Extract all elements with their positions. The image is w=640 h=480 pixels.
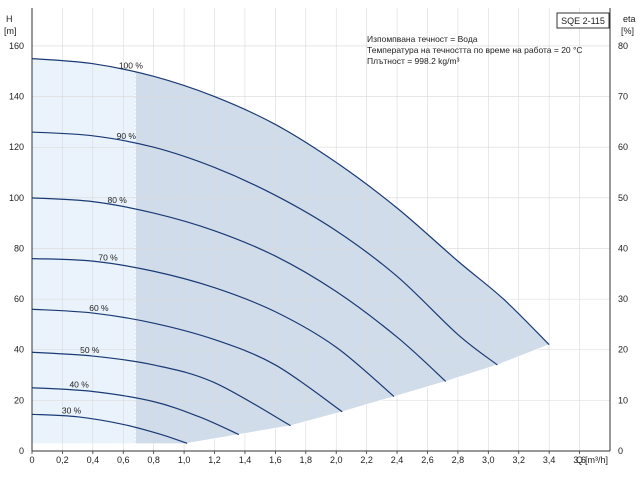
x-tick-label: 0,2: [56, 455, 69, 465]
y-axis-left-label-unit: [m]: [4, 26, 17, 36]
curve-label: 100 %: [119, 61, 144, 71]
info-line-temperature: Температура на течността по време на раб…: [367, 45, 583, 55]
y-right-tick-label: 10: [618, 395, 628, 405]
title-box-label: SQE 2-115: [561, 16, 605, 26]
y-left-tick-label: 20: [14, 395, 24, 405]
y-right-tick-label: 60: [618, 142, 628, 152]
x-tick-label: 3,6: [573, 455, 586, 465]
x-axis-label-unit: [m³/h]: [585, 455, 608, 465]
y-axis-right-label-unit: [%]: [621, 26, 634, 36]
x-tick-label: 0,4: [87, 455, 100, 465]
performance-curves: [31, 58, 550, 444]
x-tick-label: 2,8: [452, 455, 465, 465]
curve-label: 80 %: [107, 195, 127, 205]
curve-80-pct: [31, 197, 447, 382]
curve-30-pct: [31, 413, 188, 444]
axes: [31, 8, 611, 452]
x-tick-label: 3,0: [482, 455, 495, 465]
light-shade-area: [32, 58, 136, 451]
x-tick-label: 2,0: [330, 455, 343, 465]
curve-40-pct: [31, 387, 240, 436]
curve-100-pct: [31, 58, 550, 346]
y-right-tick-label: 20: [618, 345, 628, 355]
x-tick-label: 2,6: [421, 455, 434, 465]
x-tick-label: 0,6: [117, 455, 130, 465]
y-left-tick-label: 60: [14, 294, 24, 304]
curve-50-pct: [31, 351, 291, 427]
x-tick-label: 1,2: [208, 455, 221, 465]
x-tick-label: 1,8: [300, 455, 313, 465]
y-left-tick-label: 140: [9, 92, 24, 102]
x-tick-label: 1,6: [269, 455, 282, 465]
info-line-fluid: Изпомпвана течност = Вода: [367, 34, 478, 44]
y-left-tick-label: 100: [9, 193, 24, 203]
y-left-tick-label: 0: [19, 446, 24, 456]
x-tick-label: 3,4: [543, 455, 556, 465]
curve-label: 60 %: [89, 303, 109, 313]
x-axis-label-symbol: Q: [576, 455, 583, 465]
curve-label: 70 %: [98, 253, 118, 263]
x-tick-label: 0,8: [147, 455, 160, 465]
tick-labels: 0 0,2 0,4 0,6 0,8 1,0 1,2 1,4 1,6 1,8 2,0 2,2 2,4 2,6…: [9, 41, 628, 465]
title-box: [556, 12, 610, 29]
x-tick-label: 2,4: [391, 455, 404, 465]
curve-label: 40 %: [69, 380, 89, 390]
curve-labels: 100 % 90 % 80 % 70 % 60 % 50 % 40 % 30 %: [62, 61, 143, 416]
y-axis-left-label-symbol: H: [6, 14, 13, 24]
curve-90-pct: [31, 131, 498, 366]
curve-60-pct: [31, 308, 343, 413]
x-tick-label: 1,4: [239, 455, 252, 465]
y-right-tick-label: 40: [618, 243, 628, 253]
operating-limit-line: [187, 344, 550, 444]
curve-label: 50 %: [80, 345, 100, 355]
x-tick-label: 3,2: [512, 455, 525, 465]
y-left-tick-label: 40: [14, 345, 24, 355]
y-right-tick-label: 0: [618, 446, 623, 456]
curve-label: 90 %: [117, 131, 137, 141]
info-line-density: Плътност = 998.2 kg/m³: [367, 56, 460, 66]
y-right-tick-label: 30: [618, 294, 628, 304]
curve-label: 30 %: [62, 405, 82, 415]
y-left-tick-label: 80: [14, 243, 24, 253]
x-tick-label: 1,0: [178, 455, 191, 465]
operating-area-shading: [32, 58, 550, 451]
y-right-tick-label: 50: [618, 193, 628, 203]
y-left-tick-label: 160: [9, 41, 24, 51]
curve-70-pct: [31, 258, 395, 398]
y-right-tick-label: 80: [618, 41, 628, 51]
y-right-tick-label: 70: [618, 92, 628, 102]
dark-shade-area: [135, 58, 550, 451]
x-tick-label: 2,2: [360, 455, 373, 465]
y-axis-right-label-symbol: eta: [623, 14, 636, 24]
y-left-tick-label: 120: [9, 142, 24, 152]
x-tick-label: 0: [29, 455, 34, 465]
